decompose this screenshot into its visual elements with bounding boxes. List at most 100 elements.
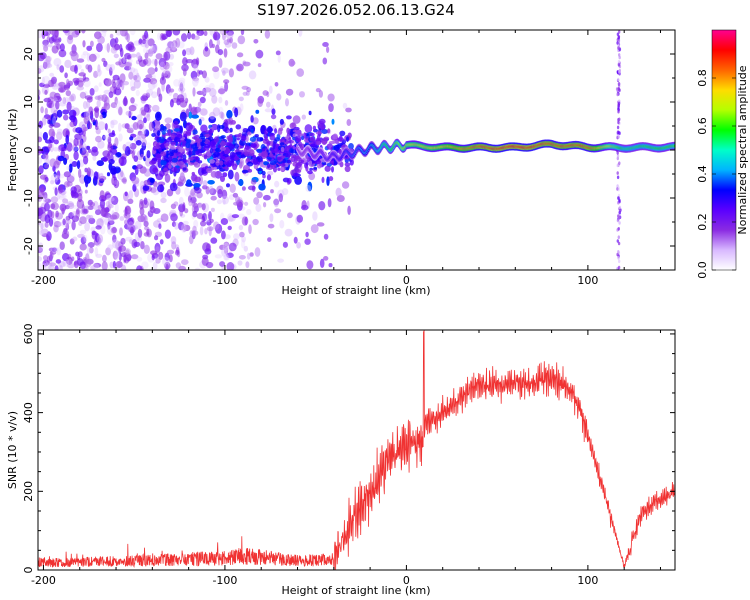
spectrogram-cell: [59, 265, 63, 270]
spectrogram-cell: [233, 233, 240, 240]
spectrogram-cell: [121, 178, 127, 183]
snr-panel: -200 -100 0 100 0 200 400 600 Height of straigh…: [6, 323, 676, 597]
spectrogram-cell: [206, 226, 214, 232]
spectrogram-cell: [618, 199, 621, 204]
spectrogram-cell: [102, 254, 107, 263]
spectrogram-cell: [56, 131, 63, 141]
spectrogram-cell: [66, 35, 74, 45]
spectrogram-cell: [50, 180, 55, 185]
spectrogram-cell: [99, 216, 105, 223]
spectrogram-cell: [273, 198, 280, 206]
spectrogram-cell: [264, 108, 273, 113]
spectrogram-cell: [155, 53, 163, 60]
spectrogram-cell: [143, 47, 148, 54]
spectrogram-cell: [47, 255, 51, 265]
spectrogram-cell: [149, 160, 156, 165]
spectrogram-cell: [222, 166, 229, 170]
spectrogram-cell: [255, 109, 260, 114]
spectrogram-cell: [138, 59, 147, 67]
spectrogram-cell: [322, 42, 329, 47]
spectrogram-cell: [174, 222, 179, 230]
colorbar-tick-label: 0.4: [696, 165, 709, 183]
spectrogram-cell: [616, 163, 619, 168]
spectrogram-cell: [110, 120, 115, 129]
spectrogram-cell: [249, 252, 254, 257]
spectrogram-cell: [341, 181, 350, 189]
spectrogram-cell: [185, 108, 190, 118]
spectrogram-cell: [50, 196, 59, 204]
spectrogram-cell: [154, 67, 158, 72]
spectrogram-cell: [190, 106, 197, 114]
spectrogram-cell: [94, 106, 100, 113]
spectrogram-cell: [248, 224, 252, 235]
spectrogram-cell: [179, 125, 184, 134]
spectrogram-cell: [262, 90, 269, 96]
spectrogram-cell: [307, 170, 313, 175]
spectrogram-cell: [172, 30, 181, 36]
spectrogram-cell: [86, 245, 91, 256]
snr-plot-area: [38, 330, 675, 570]
spectrogram-cell: [277, 258, 284, 263]
spectrogram-cell: [93, 70, 99, 78]
spectrogram-cell: [211, 95, 218, 104]
spectrogram-cell: [45, 55, 51, 65]
spectrogram-cell: [238, 224, 244, 231]
spectrogram-cell: [66, 101, 72, 112]
spectrogram-cell: [159, 239, 164, 245]
spectrogram-cell: [44, 83, 50, 88]
spectrogram-cell: [201, 88, 207, 95]
spectrogram-cell: [184, 97, 189, 104]
spectrogram-cell: [218, 125, 225, 129]
spectrogram-cell: [115, 100, 121, 110]
spectrogram-cell: [304, 124, 313, 134]
spectrogram-cell: [286, 115, 292, 120]
spectrogram-cell: [185, 47, 193, 53]
spectrogram-cell: [58, 81, 66, 88]
spectrogram-cell: [222, 70, 226, 76]
spectrogram-cell: [161, 35, 167, 41]
spectrogram-cell: [266, 101, 271, 108]
spectrogram-cell: [51, 247, 59, 254]
spectrogram-cell: [95, 225, 102, 230]
spectrogram-cell: [336, 195, 345, 202]
spectrogram-cell: [170, 42, 177, 51]
spectrogram-cell: [209, 82, 215, 90]
spectrogram-cell: [216, 39, 221, 46]
spectrogram-cell: [328, 103, 334, 113]
spectrogram-cell: [124, 52, 132, 60]
spectrogram-cell: [104, 96, 110, 107]
spectrogram-cell: [54, 175, 61, 181]
spectrogram-cell: [145, 157, 152, 167]
spectrogram-cell: [70, 93, 76, 102]
spectrogram-cell: [73, 138, 79, 147]
spectrogram-cell: [146, 142, 151, 149]
colorbar: 0.0 0.2 0.4 0.6 0.8 Normalized spectral ampl…: [696, 29, 749, 279]
spectrogram-cell: [84, 95, 93, 100]
spectrogram-cell: [49, 91, 57, 100]
spectrogram-cell: [137, 130, 143, 136]
spectrogram-cell: [314, 159, 322, 165]
spectrogram-cell: [84, 262, 88, 269]
spectrogram-cell: [49, 251, 54, 260]
spectrogram-cell: [274, 82, 279, 87]
spectrogram-cell: [129, 239, 133, 244]
spectrogram-cell: [155, 153, 162, 161]
spectrogram-cell: [38, 120, 43, 129]
spectrogram-cell: [66, 181, 73, 187]
spectrogram-cell: [155, 257, 161, 264]
snr-y-tick-label: 0: [22, 567, 35, 574]
spectrogram-cell: [43, 262, 51, 270]
spectrogram-cell: [250, 179, 257, 185]
spectrogram-cell: [51, 45, 59, 54]
spectrogram-cell: [219, 261, 226, 267]
spectrogram-cell: [44, 198, 52, 203]
spectrogram-cell: [108, 220, 115, 226]
spectrogram-cell: [220, 175, 225, 182]
spectrogram-cell: [119, 227, 123, 236]
spectrogram-cell: [65, 134, 69, 145]
spectrogram-cell: [169, 182, 178, 192]
spectrogram-cell: [136, 114, 143, 121]
spectrogram-cell: [109, 64, 116, 72]
spectrogram-cell: [143, 197, 148, 205]
spectrogram-cell: [269, 213, 274, 223]
